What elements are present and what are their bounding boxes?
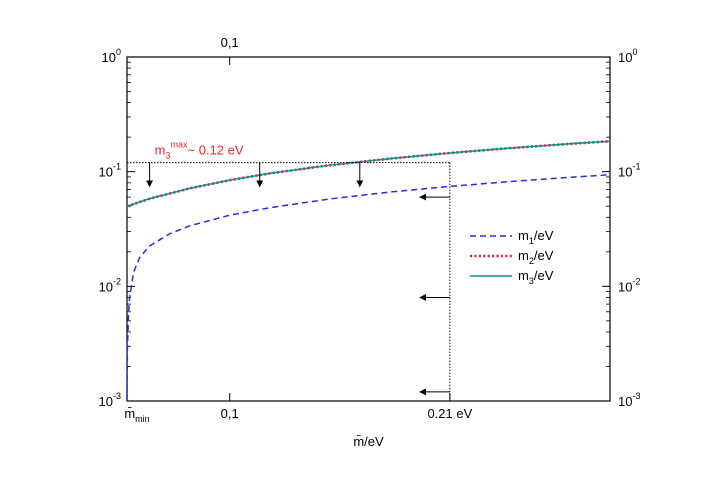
y-tick-label-left: 100 [102,47,121,65]
series-line-m3 [126,140,611,207]
x-tick-label-top: 0,1 [221,35,239,50]
plot-frame [126,56,611,402]
y-tick-label-right: 10-3 [618,391,640,409]
series-group [126,139,611,402]
x-tick-label-bottom: 0.21 eV [427,406,472,421]
y-tick-label-right: 10-2 [618,276,640,294]
legend: m1/eV m2/eV m3/eV [470,228,554,286]
y-tick-label-left: 10-1 [99,162,121,180]
legend-label-m1: m1/eV [518,228,554,246]
y-tick-label-left: 10-3 [99,391,121,409]
y-tick-label-right: 10-1 [618,162,640,180]
x-tick-label-bottom: 0,1 [221,406,239,421]
legend-label-m2: m2/eV [518,248,554,266]
m3-max-annotation: m3max~ 0.12 eV [155,140,244,161]
y-tick-label-left: 10-2 [99,276,121,294]
series-line-m1 [126,173,611,402]
annotations: m3max~ 0.12 eV [127,140,451,401]
x-tick-label-bottom: m̄min [124,406,149,424]
x-axis-label: m̄/eV [353,434,384,449]
y-tick-label-right: 100 [618,47,637,65]
legend-label-m3: m3/eV [518,268,554,286]
